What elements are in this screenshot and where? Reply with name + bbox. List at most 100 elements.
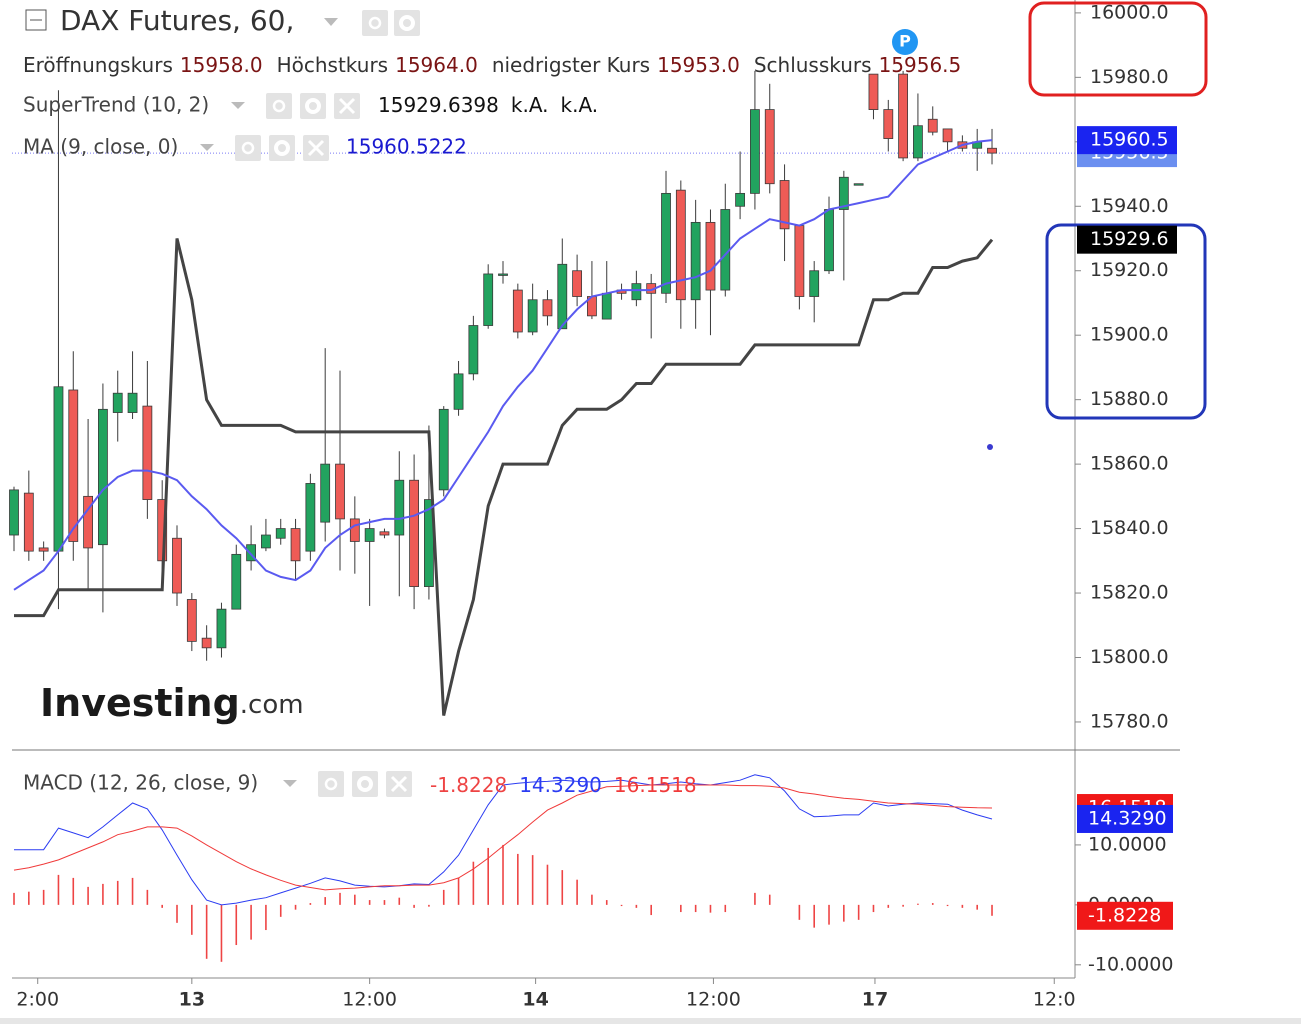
- candle-body: [498, 273, 508, 276]
- candle-body: [512, 289, 523, 333]
- macd-y-tick-label: 10.0000: [1088, 833, 1167, 855]
- candle-body: [987, 147, 997, 154]
- macd-line: [14, 774, 993, 906]
- candle-body: [172, 537, 182, 594]
- icon-button[interactable]: [235, 135, 261, 161]
- icon-button[interactable]: [394, 10, 420, 36]
- collapse-box[interactable]: [25, 9, 47, 31]
- x-tick-label: 12:0: [1033, 989, 1076, 1011]
- candle-body: [601, 292, 612, 320]
- candle-body: [898, 73, 909, 159]
- candle-body: [186, 599, 197, 642]
- candle-body: [231, 553, 242, 610]
- ohlc-value: 15964.0: [395, 53, 478, 77]
- icon-glyph: [307, 139, 325, 157]
- candle-body: [779, 180, 790, 230]
- p-marker-label: P: [899, 32, 911, 51]
- supertrend-extra: k.A.: [511, 93, 549, 117]
- icon-button[interactable]: [318, 771, 344, 797]
- candle-body: [216, 608, 227, 649]
- chart-title: DAX Futures, 60,: [60, 4, 294, 37]
- candle-body: [9, 489, 19, 536]
- y-tick-label: 16000.0: [1090, 1, 1169, 23]
- macd-badge: [1077, 901, 1173, 930]
- ma-legend-value: 15960.5222: [346, 135, 467, 159]
- ohlc-label: Eröffnungskurs: [23, 53, 173, 77]
- icon-glyph: [305, 98, 321, 114]
- y-tick-label: 15980.0: [1090, 66, 1169, 88]
- candle-body: [927, 118, 938, 133]
- icon-glyph: [368, 16, 382, 30]
- candle-body: [675, 189, 686, 301]
- y-tick-label: 15840.0: [1090, 517, 1169, 539]
- candle-body: [838, 176, 849, 210]
- candle-body: [794, 225, 805, 297]
- candle-body: [68, 389, 79, 542]
- icon-button[interactable]: [269, 135, 295, 161]
- candle-body: [438, 408, 449, 491]
- candle-body: [942, 128, 953, 143]
- dropdown[interactable]: [231, 102, 245, 109]
- icon-glyph: [357, 776, 373, 792]
- candle-body: [349, 518, 360, 542]
- icon-glyph: [241, 141, 255, 155]
- candle-body: [453, 373, 464, 410]
- candle-body: [853, 183, 864, 186]
- y-tick-label: 15780.0: [1090, 710, 1169, 732]
- macd-hist-value: -1.8228: [430, 773, 507, 797]
- supertrend-value: 15929.6398: [378, 93, 499, 117]
- candle-body: [809, 270, 820, 297]
- candle-body: [483, 273, 494, 326]
- candle-body: [98, 408, 108, 546]
- candle-body: [750, 109, 760, 194]
- candle-body: [824, 209, 834, 272]
- candle-body: [83, 495, 93, 549]
- dropdown[interactable]: [200, 144, 214, 151]
- candle-body: [572, 270, 583, 297]
- candle-body: [142, 405, 153, 500]
- icon-glyph: [272, 99, 286, 113]
- bottom-strip: [0, 1018, 1301, 1024]
- icon-button[interactable]: [362, 10, 388, 36]
- x-tick-label: 17: [862, 989, 888, 1011]
- candle-body: [542, 299, 553, 317]
- macd-line: [13, 784, 993, 891]
- icon-glyph: [274, 140, 290, 156]
- p-marker[interactable]: [892, 29, 918, 55]
- candle-body: [246, 544, 256, 562]
- icon-button[interactable]: [352, 771, 378, 797]
- icon-button[interactable]: [266, 93, 292, 119]
- ohlc-label: Höchstkurs: [277, 53, 389, 77]
- y-tick-label: 15800.0: [1090, 646, 1169, 668]
- ohlc-value: 15953.0: [657, 53, 740, 77]
- candle-body: [290, 528, 301, 562]
- supertrend-legend-name: SuperTrend (10, 2): [23, 93, 209, 117]
- candle-body: [261, 534, 271, 549]
- ohlc-value: 15956.5: [879, 53, 962, 77]
- candle-body: [868, 73, 879, 110]
- candle-body: [320, 463, 331, 523]
- candle-body: [764, 109, 775, 185]
- price-badge-label: 15960.5: [1090, 129, 1169, 151]
- icon-button[interactable]: [300, 93, 326, 119]
- overlay-line: [13, 139, 993, 591]
- icon-glyph: [324, 777, 338, 791]
- candle-body: [379, 531, 390, 536]
- y-tick-label: 15880.0: [1090, 388, 1169, 410]
- title-dropdown[interactable]: [324, 18, 338, 26]
- macd-badge: [1077, 804, 1173, 833]
- candle-body: [661, 192, 671, 294]
- x-tick-label: 14: [522, 989, 548, 1011]
- candle-body: [38, 547, 49, 552]
- candle-body: [305, 483, 316, 552]
- watermark-suffix: .com: [240, 690, 304, 720]
- candle-body: [527, 299, 538, 333]
- candle-body: [913, 125, 923, 159]
- dropdown[interactable]: [283, 780, 297, 787]
- macd-badge-label: -1.8228: [1088, 904, 1161, 926]
- x-tick-label: 13: [179, 989, 205, 1011]
- ma-legend-name: MA (9, close, 0): [23, 135, 178, 159]
- candle-body: [883, 109, 894, 139]
- macd-legend-values: -1.8228 14.3290 16.1518: [430, 773, 697, 797]
